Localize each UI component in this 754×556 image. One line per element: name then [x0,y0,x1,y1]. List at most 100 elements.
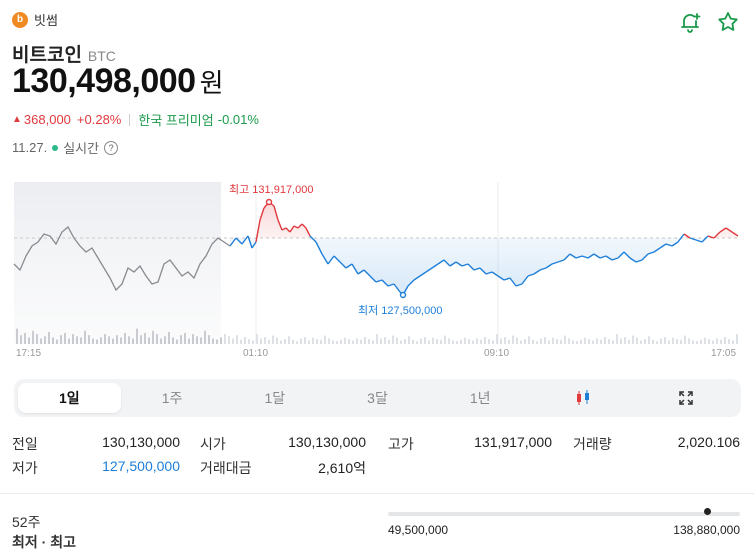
volume-bar [400,340,402,344]
volume-bar [308,340,310,344]
price-line-segment [731,231,739,237]
volume-bar [216,339,218,344]
volume-bar [580,339,582,344]
volume-bar [520,340,522,344]
volume-bar [620,338,622,344]
tab-1d[interactable]: 1일 [18,383,121,413]
volume-bar [88,335,90,344]
volume-bar [240,339,242,344]
price-line-segment [431,263,439,269]
candlestick-icon[interactable] [532,383,635,413]
volume-bar [596,338,598,344]
volume-bar [464,337,466,344]
volume-bar [184,333,186,344]
divider [129,113,131,126]
volume-bar [268,339,270,344]
tab-1m[interactable]: 1달 [264,390,286,406]
volume-bar [164,336,166,344]
volume-bar [556,339,558,344]
volume-bar [204,330,206,344]
volume-bar [236,335,238,344]
volume-bar [312,337,314,344]
price-line-segment [333,255,341,263]
price-line-segment [563,253,571,261]
price-chart[interactable]: 최고 131,917,000 최저 127,500,000 17:15 01:1… [0,172,754,364]
tab-1w[interactable]: 1주 [161,390,183,406]
volume-bar [584,337,586,344]
price-line-segment [725,227,733,233]
premium-value: -0.01% [217,112,259,127]
price-line-segment [515,283,523,287]
coin-symbol: BTC [87,48,116,64]
tab-1y[interactable]: 1년 [469,390,491,406]
volume-bar [416,341,418,344]
volume-bar [96,339,98,344]
volume-bar [36,334,38,344]
volume-bar [212,338,214,344]
expand-icon[interactable] [634,383,737,413]
volume-bar [64,333,66,344]
volume-label: 거래량 [573,436,612,452]
volume-bar [196,336,198,344]
turnover-label: 거래대금 [200,460,252,476]
price-line-segment [357,269,365,275]
price-line-segment [393,283,401,293]
volume-value: 2,020.106 [677,434,740,450]
high-stat-value: 131,917,000 [474,434,552,450]
volume-bar [32,330,34,344]
volume-bar [60,335,62,344]
timestamp: 11.27. 실시간 ? [12,138,119,157]
volume-bar [456,341,458,344]
volume-bar [716,338,718,344]
today-price-line [229,201,739,296]
price-line-segment [671,241,679,247]
price-line-segment [605,255,613,261]
volume-bar [672,337,674,344]
volume-bar [484,337,486,344]
turnover-value: 2,610억 [318,460,366,476]
tab-3m[interactable]: 3달 [367,390,388,406]
volume-bar [708,339,710,344]
price-line-segment [539,267,547,271]
low-stat-label: 저가 [12,460,38,476]
volume-bar [588,339,590,344]
volume-bar [52,337,54,344]
price-line-segment [509,277,517,287]
live-dot-icon [52,144,59,151]
price-line-segment [581,255,589,259]
price-line-segment [273,205,279,221]
price-line-segment [293,225,299,229]
volume-bar [320,339,322,344]
volume-bar [640,340,642,344]
price-line-segment [473,267,481,271]
volume-bar [396,337,398,344]
volume-bar [24,333,26,344]
volume-bar [244,337,246,344]
volume-bar [660,338,662,344]
price-line-segment [321,253,329,265]
volume-bar [648,336,650,344]
price-line-segment [339,261,347,269]
change-amount: 368,000 [23,112,71,127]
x-tick-label: 17:05 [711,348,736,359]
volume-bar [552,337,554,344]
volume-bar [292,339,294,344]
volume-bar [524,339,526,344]
volume-bar [480,339,482,344]
range-52w-max: 138,880,000 [673,523,740,537]
volume-bar [420,338,422,344]
premium-label[interactable]: 한국 프리미엄 [138,113,214,128]
volume-bar [188,338,190,344]
price-line-segment [315,241,323,255]
bell-plus-icon[interactable] [678,10,702,34]
price-line-segment [425,267,433,273]
price-line-segment [587,253,595,259]
volume-bar [628,339,630,344]
header-actions [678,10,740,34]
price-line-segment [259,207,265,221]
star-icon[interactable] [716,10,740,34]
price-line-segment [281,227,287,231]
price-line-segment [305,227,311,237]
help-icon[interactable]: ? [104,140,119,155]
volume-bar [144,333,146,344]
